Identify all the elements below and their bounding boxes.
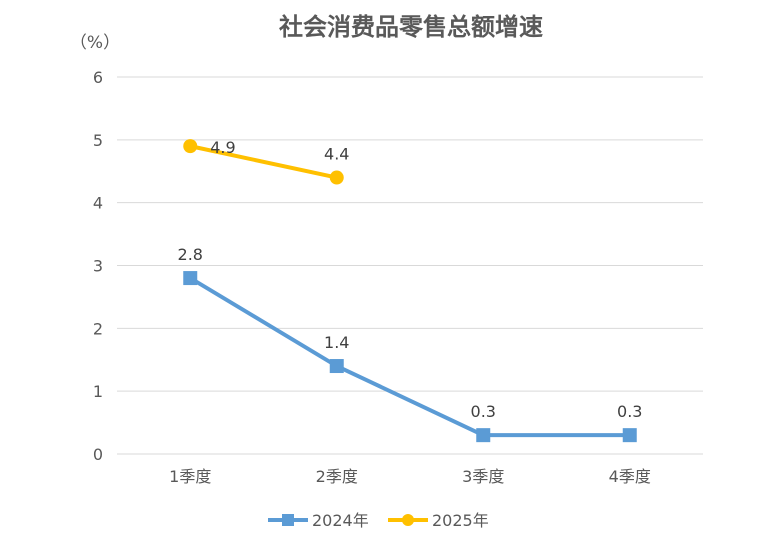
x-axis-ticks: 1季度 2季度 3季度 4季度 (169, 467, 651, 486)
legend-label: 2025年 (432, 511, 489, 530)
y-tick-label: 4 (93, 194, 103, 213)
data-point (183, 271, 198, 286)
data-point (329, 359, 344, 374)
data-label: 0.3 (471, 402, 496, 421)
x-tick-label: 2季度 (316, 467, 358, 486)
data-label: 4.4 (324, 145, 349, 164)
legend-item: 2025年 (388, 511, 489, 530)
data-point (476, 428, 491, 443)
x-tick-label: 3季度 (462, 467, 504, 486)
data-label: 2.8 (178, 245, 203, 264)
y-tick-label: 5 (93, 131, 103, 150)
legend-item: 2024年 (268, 511, 369, 530)
data-point (622, 428, 637, 443)
series-line (189, 276, 630, 438)
x-tick-label: 1季度 (169, 467, 211, 486)
legend-marker (282, 514, 294, 526)
legend-marker (402, 514, 414, 526)
y-axis-unit: （%） (70, 33, 120, 53)
x-tick-label: 4季度 (609, 467, 651, 486)
y-tick-label: 6 (93, 68, 103, 87)
y-tick-label: 1 (93, 382, 103, 401)
data-point (329, 170, 344, 185)
grid-lines (117, 76, 703, 455)
chart-title: 社会消费品零售总额增速 (279, 12, 543, 41)
y-tick-label: 2 (93, 319, 103, 338)
data-label: 0.3 (617, 402, 642, 421)
series-line (189, 144, 338, 180)
data-point (183, 139, 198, 154)
y-axis-ticks: 0 1 2 3 4 5 6 (93, 68, 103, 464)
series-layer (183, 139, 637, 443)
legend-label: 2024年 (312, 511, 369, 530)
data-label: 4.9 (210, 138, 235, 157)
y-tick-label: 3 (93, 257, 103, 276)
y-tick-label: 0 (93, 445, 103, 464)
data-label: 1.4 (324, 333, 349, 352)
legend: 2024年 2025年 (268, 511, 489, 530)
data-labels: 2.8 1.4 0.3 0.3 4.9 4.4 (178, 138, 643, 421)
